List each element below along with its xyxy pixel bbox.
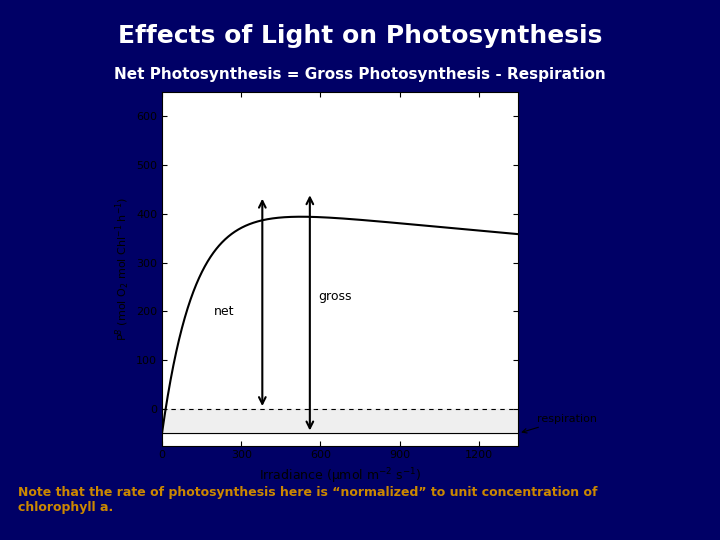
Text: Effects of Light on Photosynthesis: Effects of Light on Photosynthesis bbox=[118, 24, 602, 48]
Y-axis label: P$^B$ (mol O$_2$ mol Chl$^{-1}$ h$^{-1}$): P$^B$ (mol O$_2$ mol Chl$^{-1}$ h$^{-1}$… bbox=[114, 197, 132, 341]
Text: respiration: respiration bbox=[522, 414, 597, 433]
Text: net: net bbox=[213, 305, 234, 318]
X-axis label: Irradiance (μmol m$^{-2}$ s$^{-1}$): Irradiance (μmol m$^{-2}$ s$^{-1}$) bbox=[259, 466, 421, 485]
Text: gross: gross bbox=[318, 290, 351, 303]
Text: Note that the rate of photosynthesis here is “normalized” to unit concentration : Note that the rate of photosynthesis her… bbox=[18, 486, 598, 514]
Text: Net Photosynthesis = Gross Photosynthesis - Respiration: Net Photosynthesis = Gross Photosynthesi… bbox=[114, 68, 606, 83]
